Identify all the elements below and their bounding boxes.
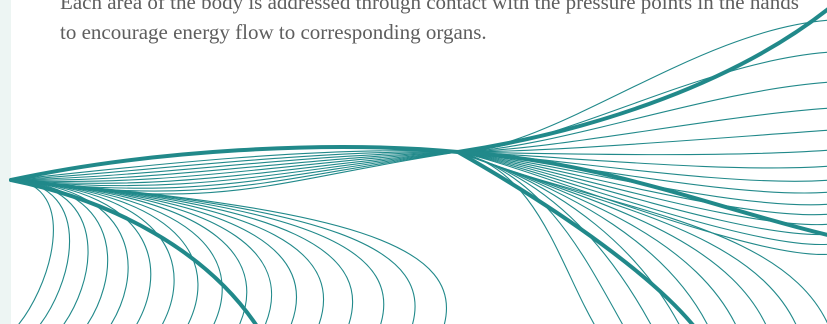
thick-wave-line [9,178,258,324]
wave-line [457,151,827,216]
thick-wave-line [9,145,460,182]
thick-wave-line [456,150,695,324]
thick-wave-line [456,150,827,237]
wave-line [457,151,827,324]
wave-line [457,151,708,324]
wave-line [457,19,827,153]
wave-line [10,151,459,192]
wave-line [457,151,827,246]
thin-wave-lines [10,19,827,324]
wave-line [10,151,459,181]
wave-line [10,151,459,184]
body-description: Each area of the body is addressed throu… [60,0,799,44]
wave-line [10,179,54,324]
wave-line [457,107,827,153]
wave-line [10,151,459,189]
wave-line [10,151,459,195]
wave-line [457,51,827,153]
wave-line [10,151,459,181]
wave-line [457,151,827,256]
wave-line [10,179,89,324]
wave-line [10,151,459,183]
wave-line [457,149,827,156]
wave-line [457,151,827,236]
wave-line [457,129,827,153]
left-accent-strip [0,0,11,324]
wave-line [10,179,448,324]
wave-line [10,179,385,324]
thick-wave-line [456,7,827,154]
wave-line [10,150,459,181]
wave-line [10,151,459,181]
wave-line [457,81,827,153]
thick-wave-lines [9,7,827,324]
wave-line [10,179,129,324]
wave-line [10,179,71,324]
wave-line [10,179,297,324]
wave-line [10,151,459,187]
wave-line [10,179,152,324]
wave-line [10,179,109,324]
wave-line [457,151,827,226]
